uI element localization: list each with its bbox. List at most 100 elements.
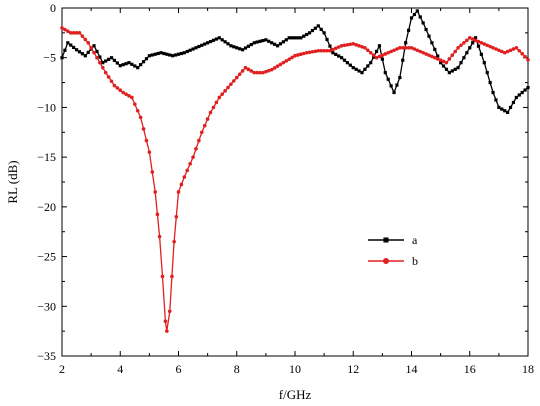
data-point-a [130,62,134,66]
data-point-a [293,36,297,40]
data-point-a [412,12,417,17]
data-point-b [249,69,254,73]
data-point-b [406,45,411,50]
data-point-b [174,215,179,219]
x-tick-label: 12 [347,362,359,376]
data-point-b [211,105,216,110]
data-point-a [325,37,329,42]
data-point-a [223,40,227,44]
data-point-a [74,48,79,52]
data-point-a [316,24,320,28]
data-point-b [170,274,174,279]
data-point-a [185,49,189,54]
y-axis-label: RL (dB) [5,160,20,203]
data-point-a [168,53,172,57]
data-point-a [267,39,271,43]
data-point-a [173,53,178,57]
data-point-b [223,89,227,93]
data-point-a [101,61,105,65]
x-tick-label: 2 [59,362,65,376]
data-point-a [133,64,137,68]
data-point-a [264,38,268,42]
data-point-b [127,94,131,98]
data-point-b [435,57,440,61]
data-point-b [299,52,303,57]
data-point-a [92,44,96,48]
data-point-b [264,69,268,74]
y-tick-label: −35 [37,349,56,363]
data-point-a [182,51,186,55]
legend-item-a: a [368,233,418,247]
data-point-a [104,59,108,63]
data-point-a [290,36,294,40]
data-point-a [392,90,396,95]
data-point-b [360,44,364,49]
data-point-b [383,52,388,56]
data-point-b [304,50,309,55]
data-point-a [261,38,265,43]
data-point-b [322,48,326,53]
data-point-b [523,54,527,59]
data-point-a [418,15,422,19]
data-point-b [208,110,213,115]
data-point-a [354,67,358,71]
data-point-a [462,56,466,60]
data-point-b [232,79,236,83]
data-point-a [430,41,434,45]
data-point-a [249,42,253,47]
data-point-a [229,44,233,48]
data-point-b [255,70,259,75]
data-point-a [141,60,146,64]
data-point-b [517,48,522,53]
data-point-a [302,34,306,38]
data-point-b [115,86,120,90]
data-point-b [398,45,402,50]
data-point-a [453,67,457,71]
plot-frame [61,7,529,357]
data-point-b [508,48,513,53]
data-point-a [331,51,335,55]
data-point-a [389,84,393,88]
data-point-b [92,50,96,55]
data-point-b [430,54,434,59]
data-point-b [205,117,210,121]
data-point-b [313,49,318,54]
data-point-a [380,57,384,61]
data-point-b [476,39,481,44]
data-point-b [363,45,367,50]
data-point-b [261,70,265,75]
data-point-a [383,71,387,75]
x-tick-label: 10 [289,362,301,376]
data-point-b [494,47,498,51]
data-point-b [368,50,373,55]
data-point-a [281,40,285,44]
data-point-b [103,70,108,75]
data-point-b [281,60,286,65]
y-tick-label: −30 [37,299,56,313]
data-point-a [421,21,425,25]
x-axis: 2 4 6 8 10 12 14 16 18 [59,8,534,376]
data-point-b [98,60,102,65]
data-point-b [482,42,487,46]
data-point-a [363,67,367,71]
data-point-b [202,123,207,128]
data-point-a [296,36,300,40]
data-point-a [156,51,160,56]
data-point-b [165,329,169,333]
data-point-a [520,90,524,95]
data-point-a [171,54,175,58]
data-point-b [71,31,76,35]
data-point-a [334,52,338,56]
data-point-b [200,130,204,135]
data-point-b [342,43,347,48]
data-point-a [232,45,236,49]
data-point-a [150,53,154,57]
data-point-a [491,90,495,95]
data-point-b [197,138,201,143]
data-point-a [433,47,437,52]
data-point-a [144,57,149,61]
data-point-a [459,61,463,65]
data-point-b [176,190,181,194]
data-point-b [307,50,312,55]
